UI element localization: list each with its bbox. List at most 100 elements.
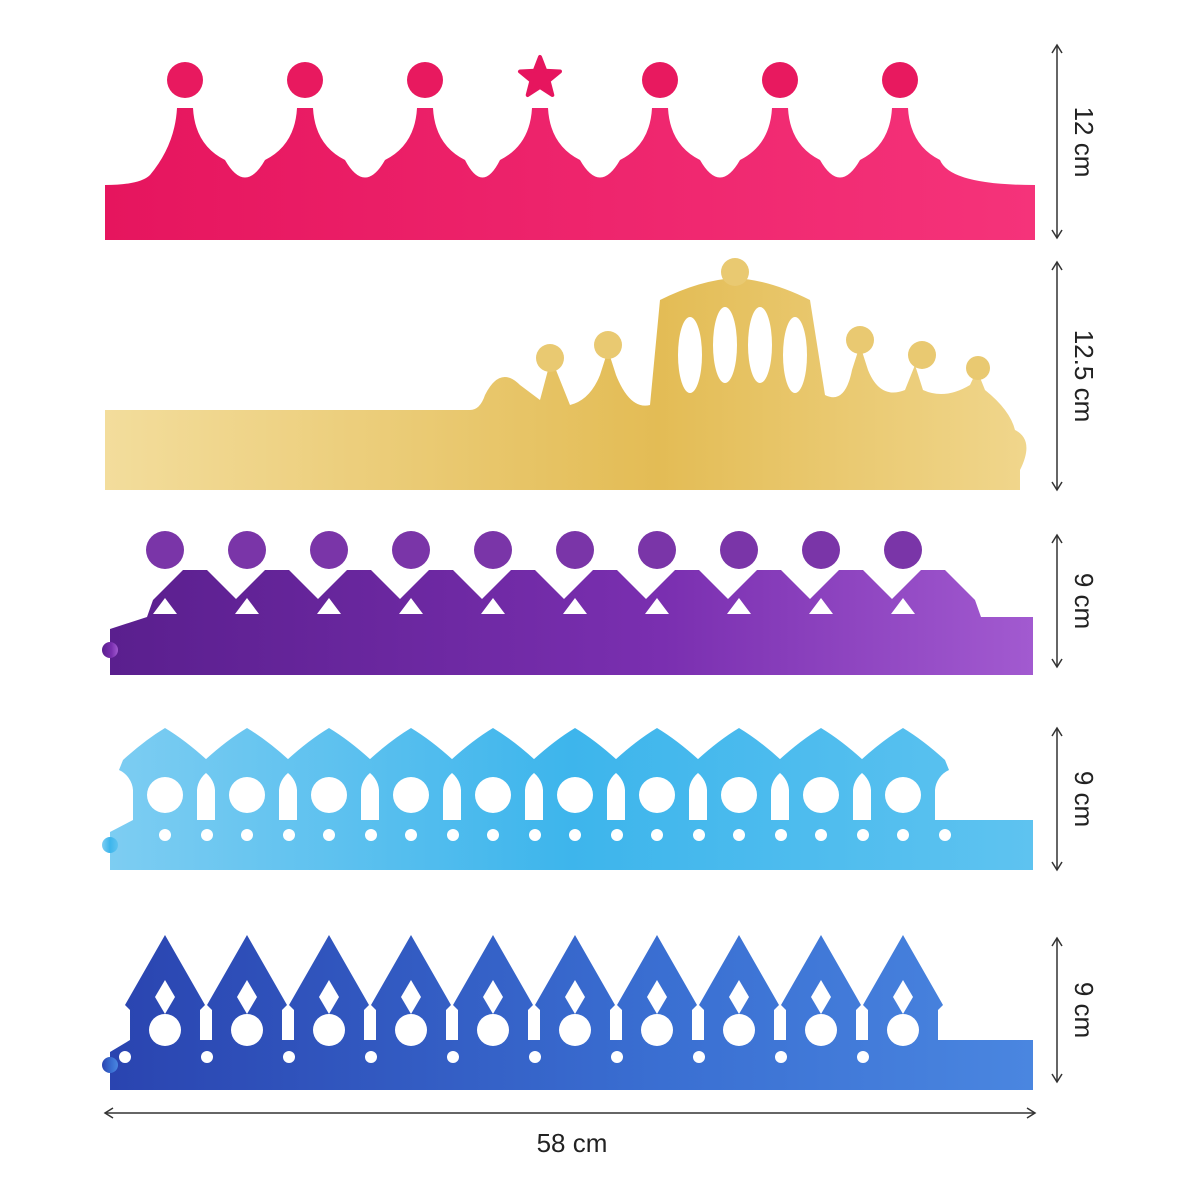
crown-hole bbox=[611, 829, 623, 841]
dimension-lines bbox=[105, 45, 1058, 1114]
crown-tab bbox=[102, 642, 118, 658]
crown-hole bbox=[887, 1014, 919, 1046]
crown-hole bbox=[283, 1051, 295, 1063]
crown-cutout bbox=[713, 307, 737, 383]
crown-cutout bbox=[645, 598, 669, 614]
crown-hole bbox=[803, 777, 839, 813]
width-label: 58 cm bbox=[537, 1128, 608, 1158]
crown-ball bbox=[594, 331, 622, 359]
crown-hole bbox=[733, 829, 745, 841]
crown-hole bbox=[775, 1051, 787, 1063]
crown bbox=[105, 108, 1035, 240]
crown-cutout bbox=[783, 317, 807, 393]
crown-cutout bbox=[809, 598, 833, 614]
crown-hole bbox=[693, 1051, 705, 1063]
crown-hole bbox=[815, 829, 827, 841]
height-label: 9 cm bbox=[1069, 982, 1099, 1038]
crown bbox=[110, 935, 1033, 1090]
crown-hole bbox=[475, 777, 511, 813]
crown-hole bbox=[487, 829, 499, 841]
crown-hole bbox=[721, 777, 757, 813]
crown-ball bbox=[721, 258, 749, 286]
crown-hole bbox=[201, 1051, 213, 1063]
crown-hole bbox=[395, 1014, 427, 1046]
crown-hole bbox=[805, 1014, 837, 1046]
crown-cutout bbox=[565, 980, 585, 1014]
arrow-head bbox=[1051, 658, 1063, 669]
crown-hole bbox=[529, 1051, 541, 1063]
crown-cutout bbox=[237, 980, 257, 1014]
crown-hole bbox=[477, 1014, 509, 1046]
crown-cutout bbox=[235, 598, 259, 614]
crown-ball bbox=[720, 531, 758, 569]
crown-hole bbox=[119, 1051, 131, 1063]
crown-cutout bbox=[317, 598, 341, 614]
arrow-head bbox=[1051, 533, 1063, 544]
crown-cutout bbox=[319, 980, 339, 1014]
crown-hole bbox=[447, 1051, 459, 1063]
crown-hole bbox=[639, 777, 675, 813]
crown-cutout bbox=[678, 317, 702, 393]
crown-cutout bbox=[563, 598, 587, 614]
crown-hole bbox=[365, 829, 377, 841]
arrow-head bbox=[1026, 1107, 1037, 1119]
crown-hole bbox=[365, 1051, 377, 1063]
crown-hole bbox=[559, 1014, 591, 1046]
crown-hole bbox=[229, 777, 265, 813]
crown-hole bbox=[311, 777, 347, 813]
height-label: 12.5 cm bbox=[1069, 330, 1099, 423]
crown-cutout bbox=[647, 980, 667, 1014]
crown-hole bbox=[723, 1014, 755, 1046]
crown-hole bbox=[651, 829, 663, 841]
crown-star bbox=[518, 55, 562, 97]
crown-hole bbox=[405, 829, 417, 841]
crown-hole bbox=[529, 829, 541, 841]
crown-ball bbox=[762, 62, 798, 98]
crown-ball bbox=[966, 356, 990, 380]
crown-ball bbox=[802, 531, 840, 569]
crown-ball bbox=[474, 531, 512, 569]
arrow-head bbox=[1051, 861, 1063, 872]
crown-tab bbox=[102, 1057, 118, 1073]
crown-hole bbox=[857, 1051, 869, 1063]
crown-cutout bbox=[727, 598, 751, 614]
crown-hole bbox=[569, 829, 581, 841]
crown-hole bbox=[241, 829, 253, 841]
crown-hole bbox=[641, 1014, 673, 1046]
crown-hole bbox=[775, 829, 787, 841]
crown-hole bbox=[447, 829, 459, 841]
crown-ball bbox=[167, 62, 203, 98]
crown-cutout bbox=[811, 980, 831, 1014]
crown bbox=[110, 570, 1033, 675]
crown-hole bbox=[159, 829, 171, 841]
crown-cutout bbox=[401, 980, 421, 1014]
crown-cutout bbox=[153, 598, 177, 614]
crown-cutout bbox=[893, 980, 913, 1014]
arrow-head bbox=[1051, 43, 1063, 54]
crown-hole bbox=[313, 1014, 345, 1046]
arrow-head bbox=[1051, 726, 1063, 737]
crown-ball bbox=[146, 531, 184, 569]
height-label: 9 cm bbox=[1069, 573, 1099, 629]
arrow-head bbox=[1051, 260, 1063, 271]
crowns bbox=[102, 55, 1035, 1090]
crown-cutout bbox=[155, 980, 175, 1014]
crown-cutout bbox=[748, 307, 772, 383]
arrow-head bbox=[1051, 229, 1063, 240]
crown-hole bbox=[147, 777, 183, 813]
arrow-head bbox=[1051, 481, 1063, 492]
crown-cutout bbox=[891, 598, 915, 614]
crown-hole bbox=[611, 1051, 623, 1063]
crown-cutout bbox=[481, 598, 505, 614]
crown-ball bbox=[407, 62, 443, 98]
crown-ball bbox=[882, 62, 918, 98]
crown-hole bbox=[149, 1014, 181, 1046]
crown-ball bbox=[638, 531, 676, 569]
crown-cutout bbox=[729, 980, 749, 1014]
crown-ball bbox=[310, 531, 348, 569]
crown-hole bbox=[283, 829, 295, 841]
crown-ball bbox=[556, 531, 594, 569]
crown-ball bbox=[884, 531, 922, 569]
crown-hole bbox=[323, 829, 335, 841]
